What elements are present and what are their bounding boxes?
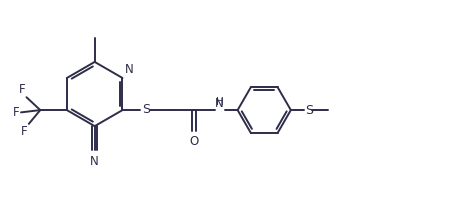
Text: F: F: [18, 83, 25, 96]
Text: N: N: [215, 97, 224, 110]
Text: H: H: [216, 97, 224, 107]
Text: N: N: [125, 63, 134, 76]
Text: S: S: [142, 103, 150, 116]
Text: O: O: [189, 135, 198, 148]
Text: S: S: [304, 104, 313, 117]
Text: F: F: [21, 125, 28, 138]
Text: F: F: [12, 106, 19, 119]
Text: N: N: [90, 155, 99, 168]
